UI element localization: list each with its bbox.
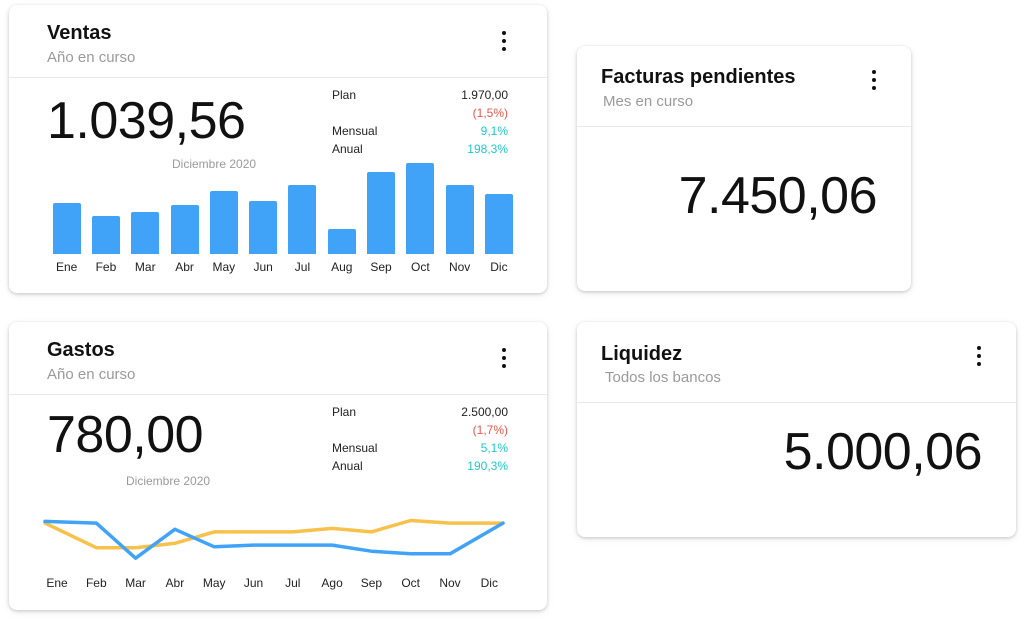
gastos-line-svg (43, 518, 505, 560)
series-line-blue[interactable] (43, 519, 505, 560)
bar-dic[interactable] (484, 194, 513, 254)
x-tick-label: Feb (95, 260, 117, 274)
ventas-mensual-value: 9,1% (480, 124, 508, 138)
gastos-plan-label: Plan (332, 405, 357, 419)
bar-jun[interactable] (249, 200, 278, 254)
ventas-card: Ventas Año en curso 1.039,56 Diciembre 2… (9, 5, 547, 293)
x-tick-label: Sep (370, 260, 392, 274)
x-tick-label: Feb (85, 576, 107, 590)
facturas-card: Facturas pendientes Mes en curso 7.450,0… (577, 46, 911, 291)
gastos-card: Gastos Año en curso 780,00 Diciembre 202… (9, 322, 547, 610)
series-line-yellow[interactable] (43, 518, 505, 550)
gastos-value: 780,00 (47, 406, 204, 464)
bar-nov[interactable] (445, 185, 474, 254)
x-tick-label: Abr (175, 260, 194, 274)
ventas-divider (9, 77, 547, 78)
x-tick-label: Dic (490, 260, 508, 274)
gastos-plan-delta: (1,7%) (472, 423, 508, 437)
gastos-mensual-value: 5,1% (480, 441, 508, 455)
gastos-subtitle: Año en curso (47, 366, 136, 383)
x-tick-label: Oct (401, 576, 421, 590)
facturas-divider (577, 126, 911, 127)
x-tick-label: Mar (125, 576, 146, 590)
liquidez-subtitle: Todos los bancos (605, 369, 721, 386)
liquidez-card: Liquidez Todos los bancos 5.000,06 (577, 322, 1016, 537)
ventas-value: 1.039,56 (47, 92, 246, 150)
x-tick-label: Jun (243, 576, 264, 590)
liquidez-title: Liquidez (601, 343, 683, 365)
liquidez-more-icon[interactable] (971, 344, 987, 370)
x-tick-label: May (212, 260, 236, 274)
facturas-subtitle: Mes en curso (603, 93, 694, 110)
x-tick-label: Jun (253, 260, 273, 274)
bar-may[interactable] (209, 191, 238, 254)
bar-sep[interactable] (367, 172, 396, 254)
gastos-anual-value: 190,3% (467, 459, 508, 473)
ventas-plan-value: 1.970,00 (461, 88, 508, 102)
x-tick-label: Dic (480, 576, 498, 590)
ventas-bar-chart: Ene Feb Mar Abr May Jun Jul Aug Sep Oct Nov Dic (9, 5, 547, 293)
bar-oct[interactable] (406, 162, 435, 254)
facturas-title: Facturas pendientes (601, 66, 796, 88)
facturas-value: 7.450,06 (678, 167, 878, 225)
ventas-period: Diciembre 2020 (172, 157, 257, 171)
gastos-period: Diciembre 2020 (126, 474, 211, 488)
bar-abr[interactable] (170, 205, 199, 254)
x-tick-label: Aug (331, 260, 353, 274)
ventas-anual-label: Anual (332, 142, 363, 156)
x-tick-label: Nov (448, 260, 471, 274)
x-tick-label: Oct (411, 260, 430, 274)
facturas-more-icon[interactable] (866, 68, 882, 94)
x-tick-label: Abr (165, 576, 185, 590)
x-tick-label: Sep (360, 576, 383, 590)
ventas-mensual-label: Mensual (332, 124, 378, 138)
gastos-line-chart: Ene Feb Mar Abr May Jun Jul Ago Sep Oct Nov Dic (9, 322, 547, 610)
x-tick-label: Jul (285, 576, 301, 590)
gastos-title: Gastos (47, 339, 115, 361)
ventas-plan-label: Plan (332, 88, 357, 102)
liquidez-value: 5.000,06 (783, 423, 983, 481)
gastos-anual-label: Anual (332, 459, 363, 473)
liquidez-divider (577, 402, 1016, 403)
gastos-plan-value: 2.500,00 (461, 405, 508, 419)
x-tick-label: Ago (321, 576, 343, 590)
x-tick-label: May (202, 576, 226, 590)
x-tick-label: Ene (55, 260, 78, 274)
bar-jul[interactable] (288, 185, 317, 254)
x-tick-label: Ene (46, 576, 68, 590)
bar-ene[interactable] (52, 203, 81, 254)
bar-mar[interactable] (131, 211, 160, 254)
x-tick-label: Nov (439, 576, 461, 590)
x-tick-label: Mar (134, 260, 156, 274)
ventas-more-icon[interactable] (496, 29, 512, 55)
bar-feb[interactable] (91, 216, 120, 254)
gastos-mensual-label: Mensual (332, 441, 378, 455)
gastos-more-icon[interactable] (496, 346, 512, 372)
ventas-title: Ventas (47, 22, 112, 44)
x-tick-label: Jul (294, 260, 311, 274)
ventas-anual-value: 198,3% (467, 142, 508, 156)
bar-aug[interactable] (327, 229, 356, 254)
gastos-divider (9, 394, 547, 395)
ventas-plan-delta: (1,5%) (472, 106, 508, 120)
ventas-subtitle: Año en curso (47, 49, 136, 66)
